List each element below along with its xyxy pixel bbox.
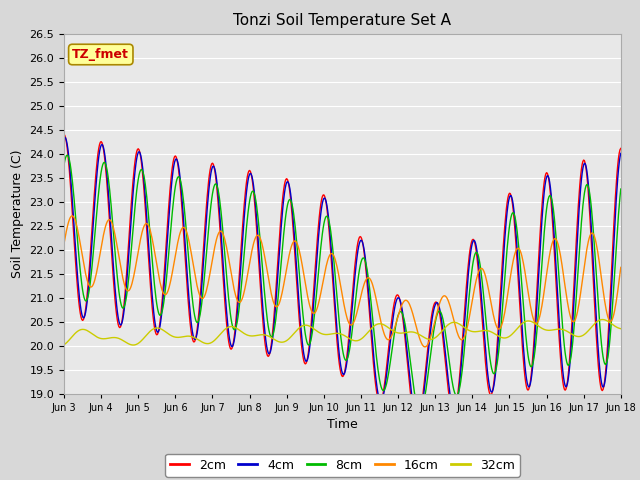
32cm: [130, 342, 138, 348]
Text: TZ_fmet: TZ_fmet: [72, 48, 129, 61]
16cm: [335, 271, 342, 277]
4cm: [60, 135, 68, 141]
16cm: [568, 316, 575, 322]
2cm: [413, 420, 420, 427]
4cm: [445, 378, 452, 384]
8cm: [63, 152, 71, 158]
4cm: [568, 343, 575, 348]
32cm: [183, 333, 191, 339]
16cm: [389, 331, 397, 336]
Legend: 2cm, 4cm, 8cm, 16cm, 32cm: 2cm, 4cm, 8cm, 16cm, 32cm: [165, 454, 520, 477]
32cm: [207, 340, 215, 346]
Line: 16cm: 16cm: [64, 216, 621, 347]
2cm: [444, 381, 451, 386]
X-axis label: Time: Time: [327, 418, 358, 431]
16cm: [421, 344, 429, 350]
16cm: [617, 264, 625, 270]
4cm: [413, 419, 421, 425]
32cm: [617, 326, 625, 332]
Line: 2cm: 2cm: [64, 134, 621, 424]
32cm: [389, 328, 397, 334]
2cm: [566, 343, 574, 349]
16cm: [445, 298, 452, 304]
8cm: [207, 202, 215, 208]
2cm: [617, 145, 625, 151]
32cm: [598, 317, 606, 323]
2cm: [388, 315, 396, 321]
16cm: [60, 241, 68, 247]
4cm: [389, 318, 397, 324]
4cm: [617, 150, 625, 156]
2cm: [206, 167, 214, 173]
4cm: [183, 268, 191, 274]
8cm: [568, 352, 575, 358]
8cm: [60, 162, 68, 168]
8cm: [389, 342, 397, 348]
8cm: [617, 186, 625, 192]
4cm: [61, 134, 68, 140]
Line: 32cm: 32cm: [64, 320, 621, 345]
8cm: [335, 312, 342, 317]
Title: Tonzi Soil Temperature Set A: Tonzi Soil Temperature Set A: [234, 13, 451, 28]
32cm: [335, 331, 342, 336]
4cm: [335, 345, 342, 350]
2cm: [334, 347, 342, 353]
Y-axis label: Soil Temperature (C): Soil Temperature (C): [11, 149, 24, 278]
32cm: [566, 331, 574, 336]
8cm: [416, 408, 424, 414]
32cm: [60, 342, 68, 348]
32cm: [444, 323, 451, 328]
8cm: [183, 235, 191, 241]
8cm: [445, 352, 452, 358]
16cm: [183, 230, 191, 236]
2cm: [182, 270, 190, 276]
4cm: [207, 170, 215, 176]
16cm: [68, 213, 76, 219]
Line: 8cm: 8cm: [64, 155, 621, 411]
16cm: [207, 265, 215, 271]
Line: 4cm: 4cm: [64, 137, 621, 422]
2cm: [60, 132, 68, 137]
